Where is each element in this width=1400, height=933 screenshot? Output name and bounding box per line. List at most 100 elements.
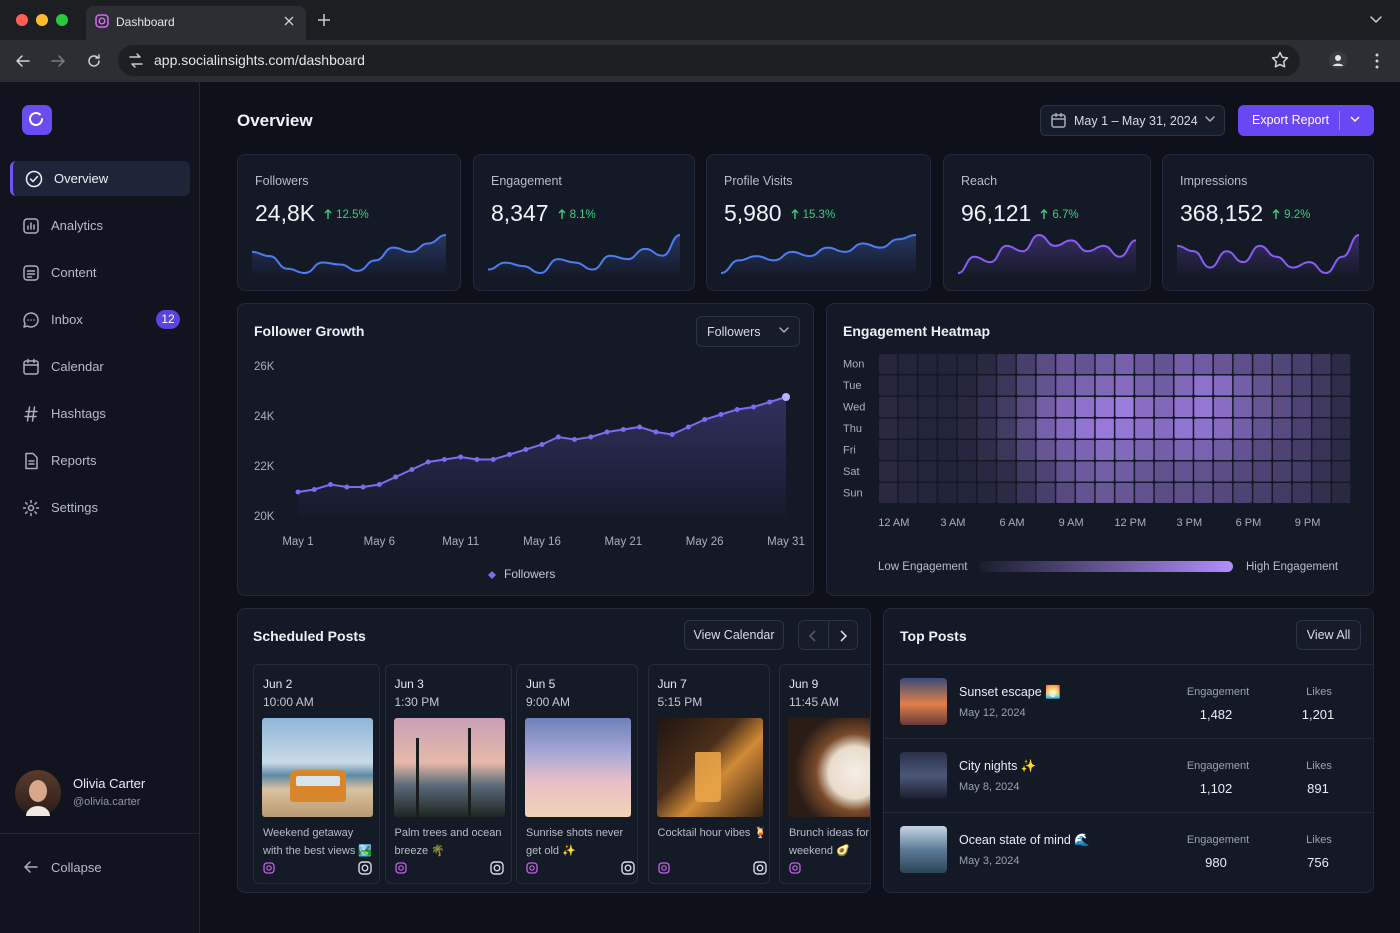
heat-cell — [1213, 375, 1233, 396]
heat-cell — [1076, 483, 1095, 503]
platform-icon — [657, 862, 670, 874]
nav-label: Content — [51, 265, 97, 280]
icon — [25, 452, 38, 469]
heat-cell — [1115, 375, 1134, 396]
heat-cell — [1076, 375, 1095, 396]
heat-cell — [918, 461, 937, 482]
view-calendar[interactable]: View Calendar — [684, 620, 784, 650]
post-title: Ocean state of mind 🌊 — [959, 833, 1090, 847]
icon — [324, 209, 332, 219]
heat-cell — [997, 397, 1016, 417]
series-selector[interactable]: Followers — [696, 316, 800, 347]
nav-item[interactable]: Calendar — [10, 349, 190, 384]
heat-cell — [997, 461, 1016, 482]
sparkline — [487, 234, 681, 277]
kpi-value: 96,121 — [961, 200, 1032, 226]
image-detail — [467, 728, 471, 817]
date-range[interactable]: May 1 – May 31, 2024 — [1040, 105, 1225, 136]
window-control — [56, 14, 68, 26]
nav-item[interactable]: Inbox 12 — [10, 302, 190, 337]
window-control — [16, 14, 28, 26]
heat-cell — [1036, 483, 1055, 503]
image-detail — [290, 770, 346, 802]
heat-cell — [1135, 418, 1154, 439]
heat-cell — [1076, 418, 1095, 439]
heat-cell — [1213, 397, 1233, 417]
heat-cell — [879, 461, 898, 482]
nav-item[interactable]: Content — [10, 255, 190, 290]
nav-label: Analytics — [51, 218, 104, 233]
heat-cell — [1076, 397, 1095, 417]
heat-cell — [1273, 461, 1292, 482]
heat-cell — [957, 397, 976, 417]
post-image — [525, 718, 631, 817]
heat-cell — [957, 375, 976, 396]
post-row[interactable]: City nights ✨ May 8, 2024 Engagement 1,102 L… — [884, 738, 1373, 812]
heat-cell — [1174, 354, 1193, 374]
row-label: Mon — [843, 359, 864, 371]
kpi-card: Followers 24,8K 12.5% — [237, 154, 461, 291]
heat-cell — [1233, 483, 1252, 503]
nav-label: Inbox — [51, 312, 83, 327]
post-time: 9:00 AM — [526, 695, 571, 709]
post-card[interactable]: Jun 3 1:30 PM Palm trees and ocean breeze … — [384, 664, 512, 884]
heat-cell — [977, 483, 996, 503]
legend-scale — [979, 561, 1233, 572]
post-card[interactable]: Jun 5 9:00 AM Sunrise shots never get old … — [516, 664, 638, 884]
nav-item[interactable]: Settings — [10, 490, 190, 525]
heat-cell — [1253, 354, 1272, 374]
kpi-change: 8.1% — [569, 209, 596, 221]
post-row[interactable]: Ocean state of mind 🌊 May 3, 2024 Engageme… — [884, 812, 1373, 886]
image-detail — [415, 738, 419, 817]
post-card[interactable]: Jun 7 5:15 PM Cocktail hour vibes 🍹 — [647, 664, 770, 884]
heat-cell — [918, 483, 937, 503]
export-button[interactable]: Export Report — [1238, 105, 1374, 136]
heat-cell — [1312, 440, 1331, 460]
heat-cell — [1056, 483, 1075, 503]
post-date: Jun 3 — [394, 677, 424, 691]
icon — [23, 217, 39, 234]
post-title: City nights ✨ — [959, 759, 1037, 773]
nav-item[interactable]: Analytics — [10, 208, 190, 243]
follower-growth-card: Follower Growth Followers — [237, 303, 814, 596]
post-card[interactable]: Jun 9 11:45 AM Brunch ideas for the weeken… — [779, 664, 870, 884]
icon — [791, 209, 799, 219]
post-card[interactable]: Jun 2 10:00 AM Weekend getaway with the be… — [253, 664, 380, 884]
heat-cell — [1312, 375, 1331, 396]
address-bar[interactable]: app.socialinsights.com/dashboard — [118, 45, 1300, 76]
profile — [1329, 51, 1347, 69]
sparkline — [957, 233, 1137, 277]
next — [840, 630, 848, 642]
nav-item[interactable]: Hashtags — [10, 396, 190, 431]
legend-low: Low Engagement — [878, 561, 968, 573]
heat-cell — [977, 375, 996, 396]
row-label: Thu — [843, 423, 862, 435]
heat-cell — [1115, 461, 1134, 482]
collapse[interactable]: Collapse — [51, 860, 102, 875]
tab[interactable]: Dashboard — [86, 6, 306, 40]
post-row[interactable]: Sunset escape 🌅 May 12, 2024 Engagement 1,4… — [884, 664, 1373, 738]
heat-cell — [1233, 440, 1252, 460]
heat-cell — [997, 354, 1016, 374]
heat-cell — [1292, 483, 1311, 503]
view-all[interactable]: View All — [1296, 620, 1361, 650]
heat-cell — [1332, 483, 1351, 503]
heat-cell — [1194, 440, 1213, 460]
kpi-label: Followers — [255, 174, 309, 188]
heat-cell — [898, 375, 917, 396]
heat-cell — [1273, 375, 1292, 396]
platform-icon — [789, 862, 801, 874]
heat-cell — [957, 418, 976, 439]
heat-cell — [977, 440, 996, 460]
heat-cell — [1036, 375, 1055, 396]
heat-cell — [1273, 418, 1292, 439]
kpi-change: 6.7% — [1052, 209, 1079, 221]
heat-cell — [1213, 440, 1233, 460]
heat-cell — [1233, 354, 1252, 374]
nav-item[interactable]: Reports — [10, 443, 190, 478]
heat-cell — [898, 354, 917, 374]
heat-cell — [879, 397, 898, 417]
heat-cell — [1095, 397, 1114, 417]
nav-item[interactable]: Overview — [10, 161, 190, 196]
icon — [1051, 112, 1066, 128]
